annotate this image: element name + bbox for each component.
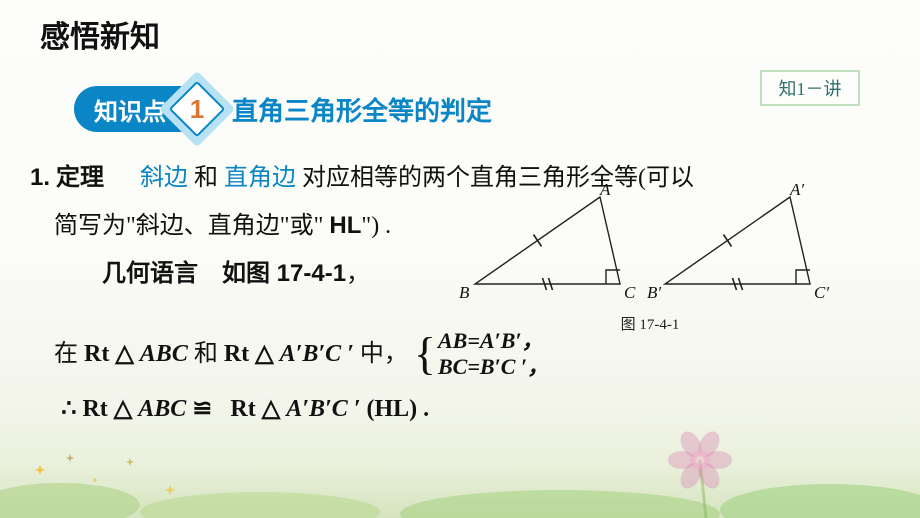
triangle-abc: ABC: [140, 341, 188, 367]
text-l3b: ，: [346, 261, 370, 287]
rt-label-2: Rt: [224, 341, 249, 367]
svg-text:C: C: [624, 283, 636, 302]
triangle-abc-prime-2: A′B′C ′: [286, 396, 360, 422]
topic-number: 1: [190, 94, 204, 125]
topic-number-diamond: 1: [170, 82, 224, 136]
tri-symbol-1: △: [109, 341, 139, 367]
text-l2b: ") .: [361, 213, 391, 239]
tri-symbol-4: △: [256, 396, 286, 422]
page-title: 感悟新知: [40, 12, 160, 56]
item-index: 1.: [30, 164, 50, 191]
svg-text:C′: C′: [814, 283, 829, 302]
svg-text:B′: B′: [647, 283, 661, 302]
hl-suffix: (HL) .: [366, 396, 429, 422]
geom-lang-label: 几何语言 如图: [102, 260, 277, 287]
svg-text:A′: A′: [789, 184, 804, 199]
highlight-leg: 直角边: [224, 165, 296, 191]
eq-bc: BC=B′C ′，: [438, 354, 549, 380]
svg-text:A: A: [599, 184, 611, 199]
rt-label-1: Rt: [84, 341, 109, 367]
text-l2a: 简写为"斜边、直角边"或": [54, 213, 329, 239]
therefore-symbol: ∴: [61, 396, 82, 422]
triangle-abc-prime: A′B′C ′: [280, 341, 354, 367]
theorem-label: 定理: [56, 164, 104, 191]
corner-badge: 知1－讲: [760, 70, 860, 106]
figure-17-4-1: ABCA′B′C′ 图 17-4-1: [450, 184, 850, 314]
tri-symbol-2: △: [249, 341, 279, 367]
topic-pill-right: 直角三角形全等的判定: [206, 89, 492, 129]
highlight-hypotenuse: 斜边: [140, 165, 188, 191]
text-in: 在: [54, 341, 84, 367]
svg-text:B: B: [459, 283, 470, 302]
text-zhong: 中，: [360, 341, 408, 367]
tri-symbol-3: △: [108, 396, 138, 422]
fig-ref: 17-4-1: [277, 260, 346, 287]
congruent-symbol: ≌: [192, 396, 218, 422]
rt-label-4: Rt: [230, 396, 255, 422]
text-mid1: 和: [194, 165, 218, 191]
triangle-abc-2: ABC: [138, 396, 186, 422]
figure-caption: 图 17-4-1: [450, 313, 850, 334]
topic-row: 知识点 1 直角三角形全等的判定: [74, 86, 492, 132]
rt-label-3: Rt: [82, 396, 107, 422]
line-4: 在 Rt △ ABC 和 Rt △ A′B′C ′ 中， { AB=A′B′， …: [54, 328, 890, 381]
brace-icon: {: [414, 331, 436, 377]
hl-abbrev: HL: [329, 212, 361, 239]
text-and: 和: [194, 341, 224, 367]
line-5: ∴ Rt △ ABC ≌ Rt △ A′B′C ′ (HL) .: [30, 385, 890, 433]
